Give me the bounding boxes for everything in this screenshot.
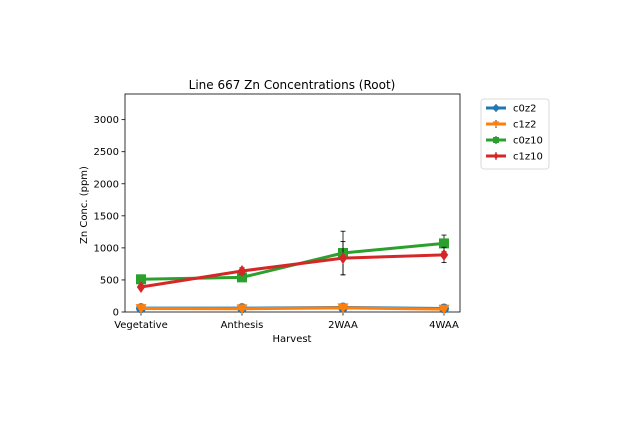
y-tick-label: 2500	[94, 147, 119, 158]
legend-box	[480, 98, 550, 170]
series-c1z10	[136, 241, 449, 293]
legend-label: c0z2	[513, 104, 536, 115]
y-tick-label: 500	[100, 275, 119, 286]
plot-frame	[124, 93, 461, 313]
data-point	[237, 272, 247, 283]
legend-swatch-marker	[492, 121, 500, 128]
data-point	[338, 252, 348, 265]
x-tick-label: Anthesis	[221, 320, 264, 331]
legend-swatch-marker	[493, 152, 499, 160]
legend[interactable]: c0z2 c1z2 c0z10 c1z10	[480, 98, 550, 170]
legend-label: c0z10	[513, 136, 543, 147]
legend-label: c1z10	[513, 152, 543, 163]
legend-swatch-marker	[493, 105, 499, 111]
data-point	[237, 264, 247, 277]
chart-title: Line 667 Zn Concentrations (Root)	[189, 78, 396, 92]
legend-item-c0z2[interactable]: c0z2	[486, 104, 536, 115]
series-c1z2	[135, 303, 450, 315]
x-tick-label: 4WAA	[429, 320, 459, 331]
data-point	[438, 304, 450, 315]
axes: 0 500 1000 1500 2000 2500 3000 Vegetative Anthes…	[94, 93, 461, 331]
series-line	[140, 241, 445, 281]
y-tick-label: 1500	[94, 211, 119, 222]
y-tick-label: 1000	[94, 243, 119, 254]
y-axis-label: Zn Conc. (ppm)	[79, 166, 90, 244]
data-point	[135, 304, 147, 314]
y-tick-label: 2000	[94, 179, 119, 190]
series-line	[140, 306, 445, 311]
legend-item-c0z10[interactable]: c0z10	[486, 136, 543, 147]
y-tick-label: 0	[113, 308, 119, 319]
legend-item-c1z10[interactable]: c1z10	[486, 152, 543, 163]
series-layer	[135, 230, 450, 315]
data-point	[136, 280, 146, 293]
x-axis-label: Harvest	[273, 334, 312, 345]
legend-label: c1z2	[513, 120, 536, 131]
x-tick-label: Vegetative	[114, 320, 168, 331]
data-point	[337, 303, 349, 314]
legend-swatch-marker	[493, 137, 499, 143]
data-point	[236, 304, 248, 315]
x-tick-label: 2WAA	[328, 320, 358, 331]
y-tick-label: 3000	[94, 115, 119, 126]
data-point	[439, 238, 449, 249]
series-line	[140, 253, 445, 289]
data-point	[439, 248, 449, 261]
data-point	[136, 274, 146, 285]
legend-item-c1z2[interactable]: c1z2	[486, 120, 536, 131]
